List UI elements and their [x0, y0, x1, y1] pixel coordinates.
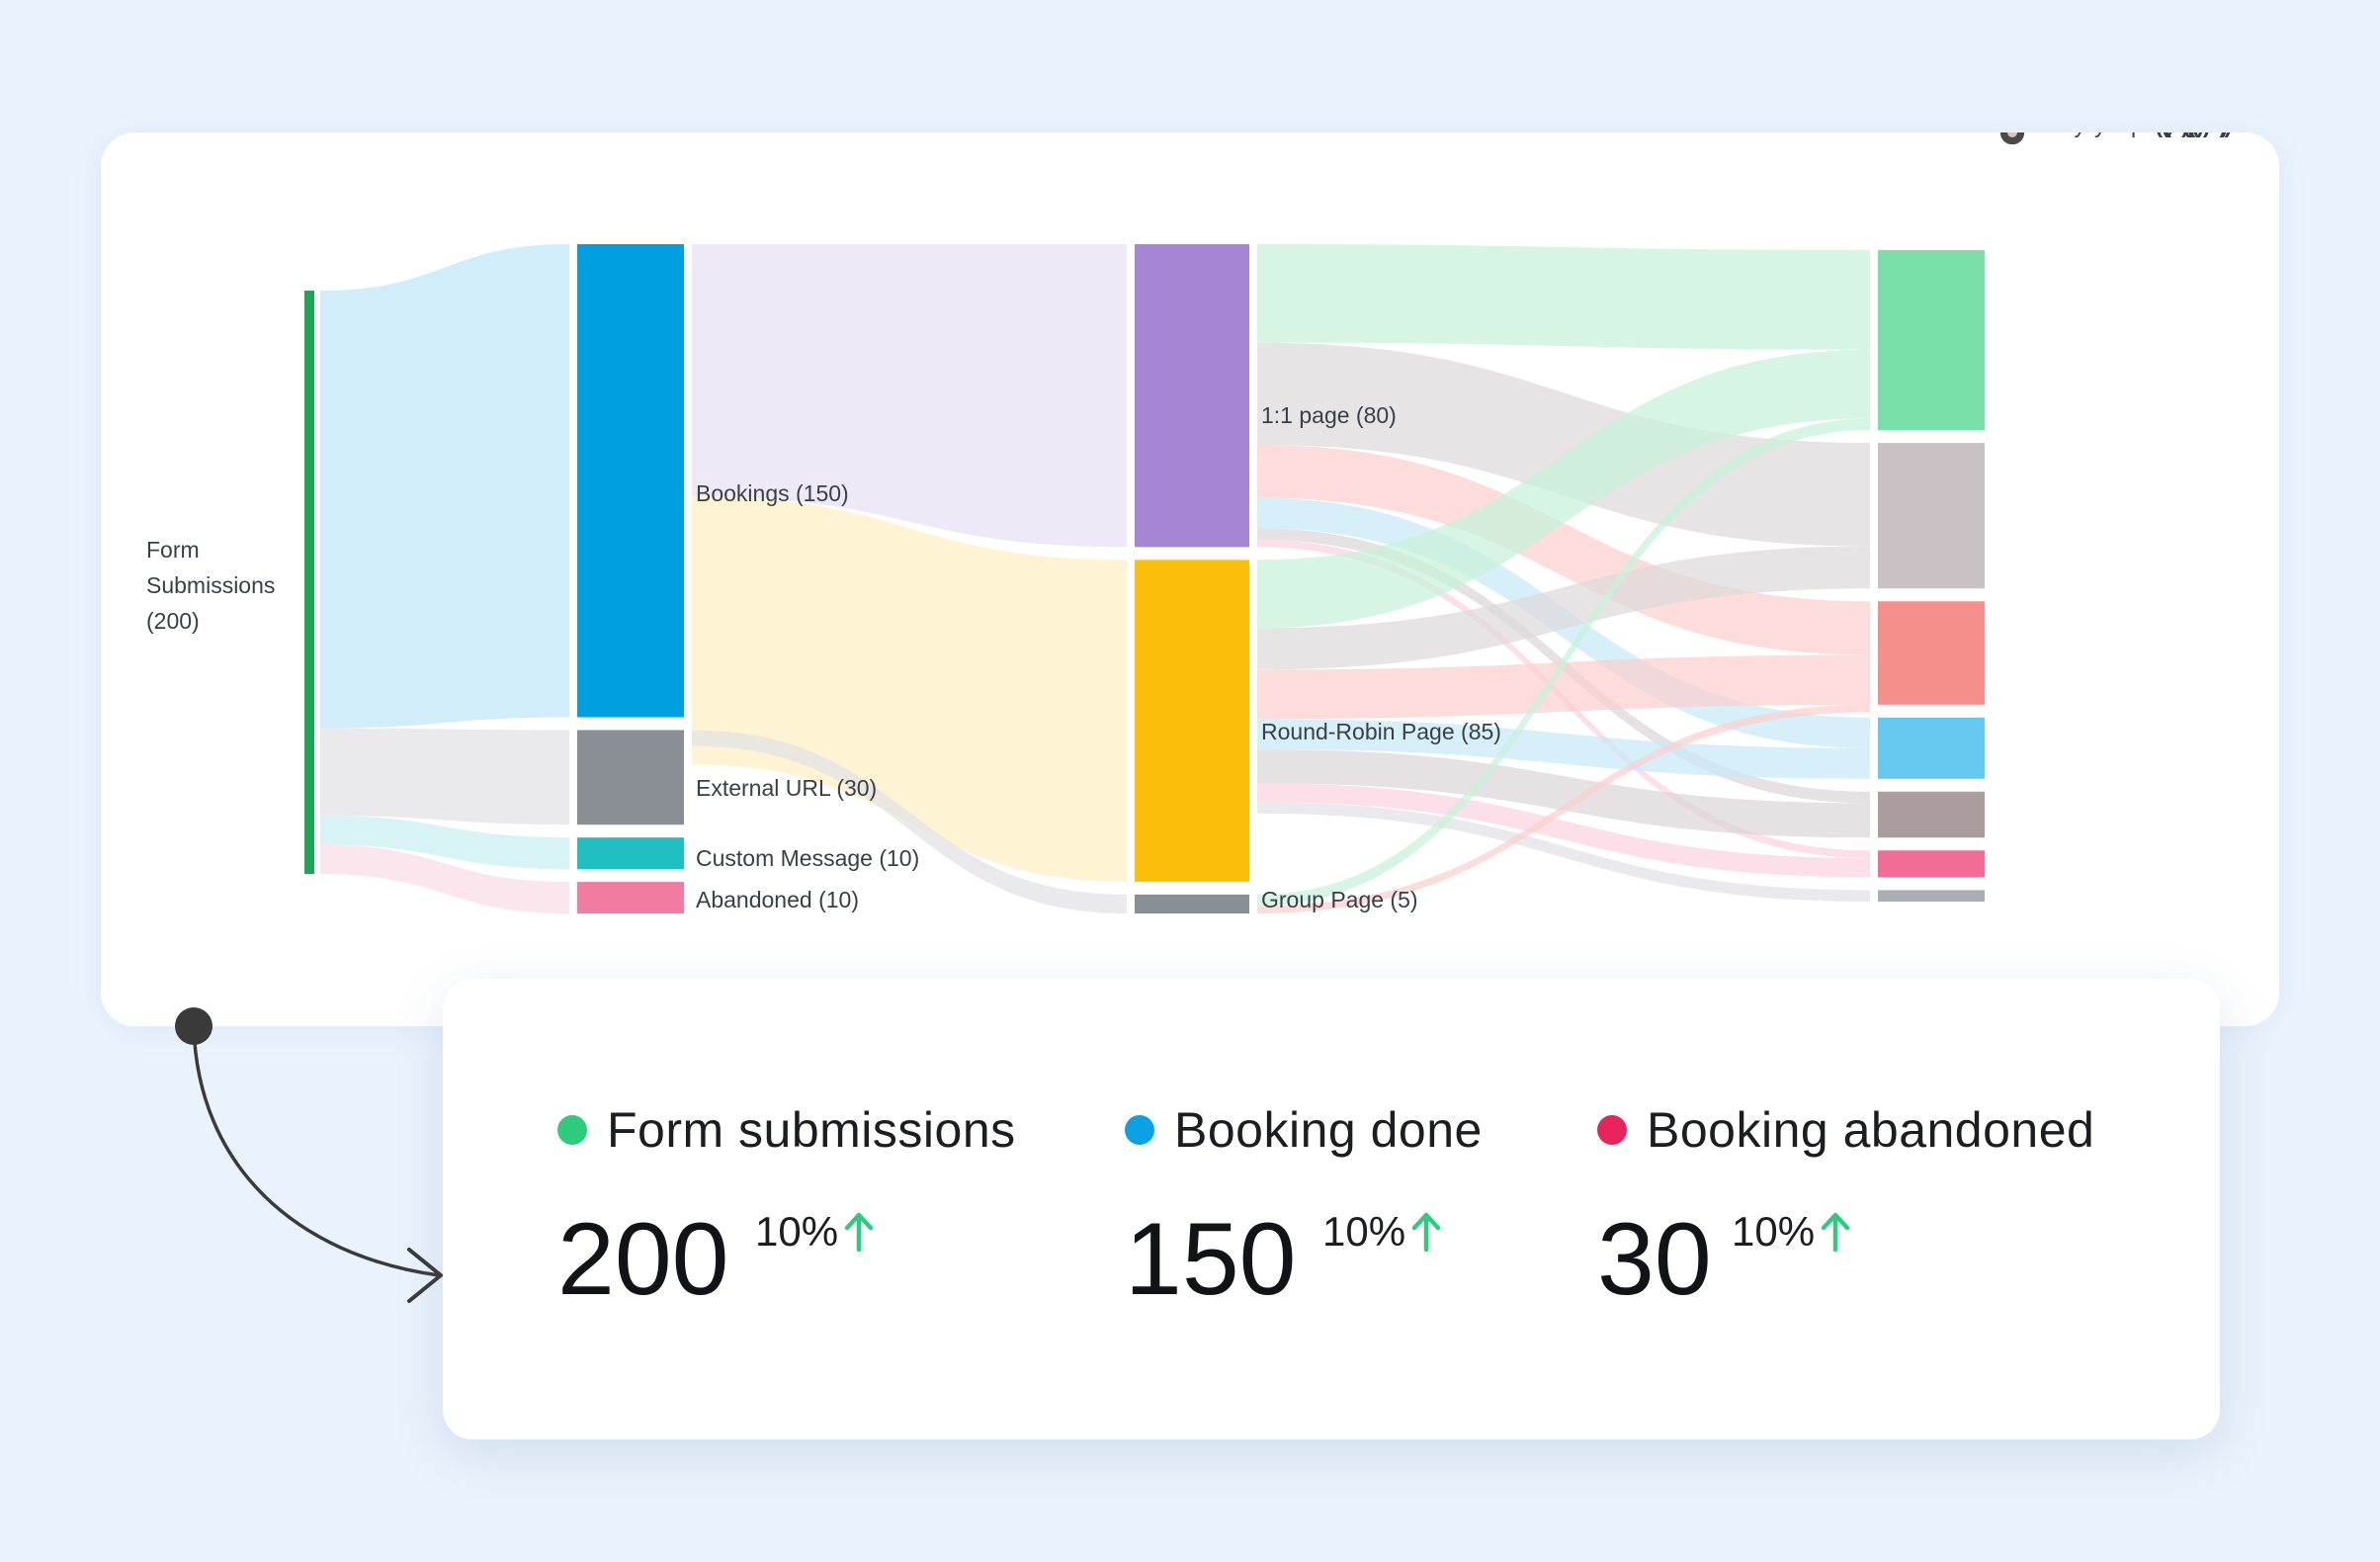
sankey-label-abandoned: Abandoned (10) [696, 887, 859, 912]
stat-change-text: 10% [1732, 1208, 1816, 1255]
sankey-label-oneone: 1:1 page (80) [1261, 402, 1397, 428]
sankey-link-group-amy [1257, 418, 1870, 907]
stat-value: 150 [1125, 1202, 1297, 1317]
sankey-node-oneone [1135, 244, 1249, 548]
arrow-up-icon [844, 1212, 874, 1253]
stat-dot [557, 1115, 587, 1145]
sankey-label-form-1: Form [146, 537, 200, 563]
sankey-link-rr-amy [1257, 349, 1870, 629]
sankey-label-rr: Round-Robin Page (85) [1261, 719, 1501, 744]
sankey-node-aaron [1878, 791, 1985, 838]
sankey-node-bookings [577, 244, 684, 718]
sankey-nodes [304, 244, 1985, 913]
sankey-link-rr-aaron [1257, 748, 1870, 838]
sankey-label-harley: Harley Adams (38) [2040, 132, 2228, 137]
sankey-link-group-jess [1257, 704, 1870, 913]
sankey-link-oneone-harley [1257, 342, 1870, 547]
sankey-link-oneone-jess [1257, 444, 1870, 655]
sankey-node-group [1135, 894, 1249, 913]
stat-value: 30 [1597, 1202, 1712, 1317]
sankey-label-aaron: Aaron Ellis (12) [2040, 132, 2195, 137]
sankey-label-amy: Amy Simpson (47) [2040, 132, 2227, 137]
stat-change: 10% [1322, 1208, 1443, 1256]
stat-change: 10% [1732, 1208, 1852, 1256]
arrow-up-icon [1821, 1212, 1850, 1253]
sankey-link-rr-erin [1257, 783, 1870, 878]
sankey-node-sandra [1878, 717, 1985, 779]
sankey-chart: Form Submissions (200) Bookings (150) Extern… [146, 132, 2232, 913]
stats-card: Form submissions 200 10% Booking done 15… [443, 979, 2220, 1439]
sankey-label-jess: Jess Foster (27) [2040, 132, 2204, 137]
sankey-label-jack: Jack Ramsey (3) [2040, 132, 2211, 137]
sankey-node-jack [1878, 890, 1985, 902]
sankey-node-jess [1878, 601, 1985, 705]
stat-change-text: 10% [755, 1208, 839, 1255]
sankey-label-custom: Custom Message (10) [696, 845, 919, 871]
sankey-link-external-group [692, 730, 1127, 913]
stat-change: 10% [755, 1208, 876, 1256]
connector-dot [175, 1007, 212, 1045]
sankey-links [320, 244, 1870, 913]
stat-title: Form submissions [607, 1102, 1016, 1158]
stat-change-text: 10% [1322, 1208, 1406, 1255]
sankey-node-harley [1878, 443, 1985, 589]
sankey-label-bookings: Bookings (150) [696, 480, 849, 506]
stat-dot [1125, 1115, 1154, 1145]
stat-header: Booking abandoned [1597, 1101, 2094, 1159]
sankey-node-rr [1135, 560, 1249, 882]
sankey-link-bookings-oneone [692, 244, 1127, 548]
sankey-link-bookings-rr [692, 496, 1127, 882]
sankey-link-rr-jess [1257, 654, 1870, 720]
avatar-icon [2000, 132, 2024, 144]
sankey-label-form-3: (200) [146, 608, 200, 634]
sankey-labels: Form Submissions (200) Bookings (150) Extern… [146, 132, 2232, 912]
sankey-label-sandra: Sandra Dalton (16) [2040, 132, 2232, 137]
sankey-node-abandoned [577, 882, 684, 913]
sankey-link-rr-harley [1257, 546, 1870, 670]
sankey-label-external: External URL (30) [696, 775, 877, 801]
sankey-node-external [577, 730, 684, 825]
sankey-link-oneone-amy [1257, 244, 1870, 350]
sankey-node-custom [577, 837, 684, 870]
sankey-label-form-2: Submissions [146, 572, 275, 598]
connector-curve [192, 1025, 440, 1277]
stat-header: Booking done [1125, 1101, 1483, 1159]
stat-header: Form submissions [557, 1101, 1016, 1159]
sankey-node-amy [1878, 250, 1985, 431]
stat-title: Booking done [1174, 1102, 1483, 1158]
sankey-link-form-abandoned [320, 844, 569, 913]
sankey-link-form-custom [320, 816, 569, 870]
stat-title: Booking abandoned [1647, 1102, 2095, 1158]
sankey-card: Form Submissions (200) Bookings (150) Extern… [101, 132, 2279, 1026]
stat-dot [1597, 1115, 1627, 1145]
sankey-node-form [304, 291, 314, 874]
sankey-link-rr-sandra [1257, 719, 1870, 779]
sankey-link-form-external [320, 728, 569, 825]
sankey-link-rr-jack [1257, 802, 1870, 902]
sankey-label-group: Group Page (5) [1261, 887, 1418, 912]
connector-arrowhead [407, 1248, 443, 1303]
arrow-up-icon [1411, 1212, 1441, 1253]
sankey-label-erin: Erin Wilson (7) [2040, 132, 2189, 137]
sankey-link-form-bookings [320, 244, 569, 729]
sankey-node-erin [1878, 850, 1985, 878]
stat-value: 200 [557, 1202, 729, 1317]
